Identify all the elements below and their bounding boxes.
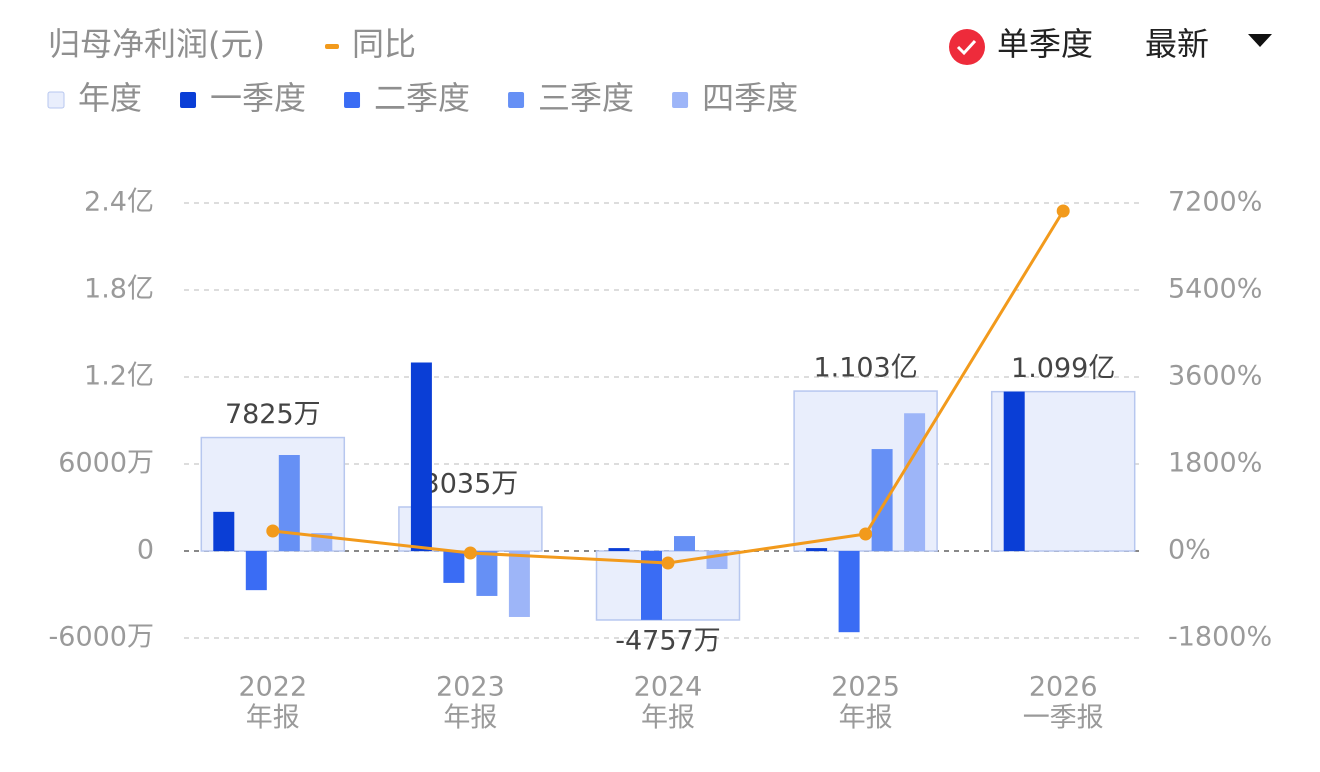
latest-dropdown[interactable]: 最新 — [1145, 25, 1272, 63]
y2-tick-label: 3600% — [1168, 361, 1262, 392]
quarter-bar — [410, 362, 432, 551]
x-tick-sublabel: 年报 — [443, 703, 497, 734]
check-mark — [956, 39, 977, 56]
value-label: 1.099亿 — [1011, 353, 1115, 384]
control-label: 最新 — [1145, 25, 1209, 63]
legend-label: 一季度 — [210, 79, 306, 117]
x-tick-sublabel: 一季报 — [1023, 703, 1104, 734]
y-tick-label: -6000万 — [49, 622, 154, 653]
y-tick-label: 6000万 — [58, 448, 154, 479]
y-tick-label: 2.4亿 — [84, 187, 154, 218]
x-tick-sublabel: 年报 — [839, 703, 893, 734]
quarter-bar — [838, 551, 860, 633]
legend-swatch — [325, 44, 339, 49]
control-label: 单季度 — [997, 25, 1093, 63]
value-label: 1.103亿 — [813, 353, 917, 384]
x-tick-label: 2026 — [1029, 672, 1098, 703]
value-label: -4757万 — [615, 625, 720, 656]
yoy-point — [1056, 204, 1070, 218]
y-tick-label: 0 — [137, 535, 154, 566]
yoy-point — [859, 527, 873, 541]
value-label: 7825万 — [225, 399, 321, 430]
quarter-bar — [608, 548, 630, 551]
yoy-point — [266, 524, 280, 538]
legend-swatch — [508, 92, 525, 108]
x-tick-sublabel: 年报 — [641, 703, 695, 734]
legend-label: 四季度 — [702, 79, 798, 117]
chart-title: 归母净利润(元) — [48, 25, 265, 63]
x-tick-label: 2023 — [436, 672, 505, 703]
y2-tick-label: 0% — [1168, 535, 1211, 566]
legend-swatch — [672, 92, 689, 108]
quarter-bar — [674, 536, 695, 551]
quarter-bar — [508, 551, 530, 617]
yoy-point — [463, 546, 477, 560]
quarter-bar — [871, 449, 893, 551]
quarter-bar — [476, 551, 498, 596]
y-tick-label: 1.8亿 — [84, 274, 154, 305]
x-tick-label: 2022 — [238, 672, 307, 703]
y2-tick-label: 7200% — [1168, 187, 1262, 218]
yoy-line — [272, 210, 1065, 565]
quarter-bar — [443, 551, 465, 583]
y2-tick-label: -1800% — [1168, 622, 1272, 653]
quarter-bar — [213, 511, 235, 551]
quarter-bar — [245, 551, 267, 591]
yoy-point — [661, 556, 675, 570]
legend-swatch — [180, 92, 197, 108]
legend-label: 同比 — [352, 25, 416, 63]
legend-label: 年度 — [78, 79, 142, 117]
quarter-bar — [278, 455, 300, 551]
y2-tick-label: 1800% — [1168, 448, 1262, 479]
legend-label: 二季度 — [374, 79, 470, 117]
legend-label: 三季度 — [538, 79, 634, 117]
y2-tick-label: 5400% — [1168, 274, 1262, 305]
dropdown-arrow — [1248, 34, 1272, 47]
quarter-bar — [1003, 391, 1025, 551]
single-quarter-toggle[interactable]: 单季度 — [949, 25, 1093, 65]
value-label: 3035万 — [423, 468, 519, 499]
x-tick-label: 2024 — [634, 672, 703, 703]
quarter-bar — [806, 548, 828, 551]
x-tick-label: 2025 — [831, 672, 900, 703]
quarter-bar — [904, 413, 926, 551]
quarter-bar — [641, 551, 662, 620]
y-tick-label: 1.2亿 — [84, 361, 154, 392]
x-tick-sublabel: 年报 — [246, 703, 300, 734]
check-icon — [949, 29, 985, 65]
legend-swatch — [47, 91, 65, 109]
legend-swatch — [344, 92, 361, 108]
